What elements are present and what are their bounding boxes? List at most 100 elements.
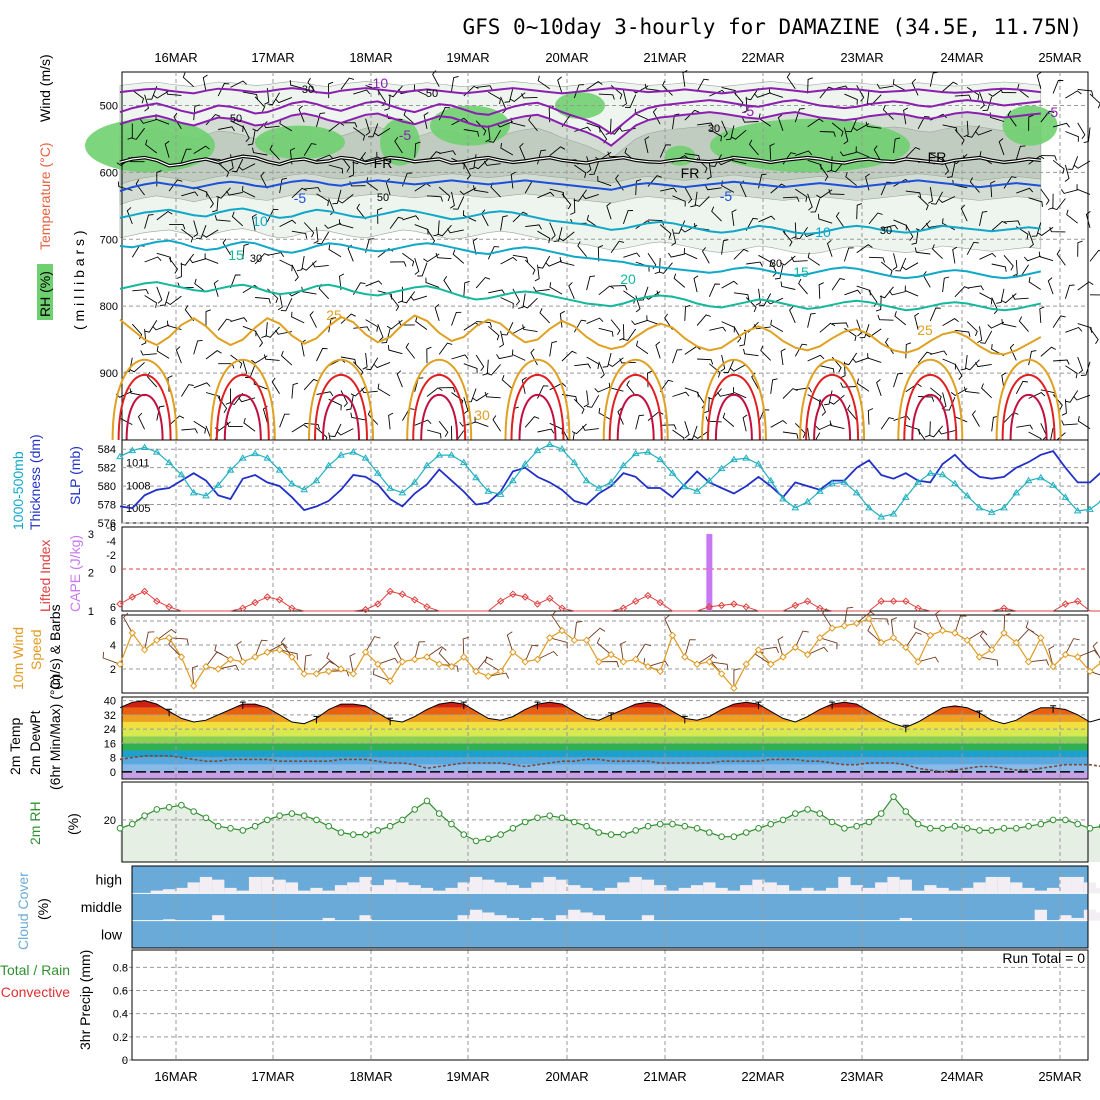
wind-barb [1083, 127, 1091, 144]
wind-barb [882, 105, 894, 120]
wind-barb [193, 220, 199, 238]
wind-barb [557, 76, 563, 94]
warm-contour [1009, 394, 1048, 441]
wind-axis-label: Wind (m/s) [37, 54, 53, 122]
li-point [140, 587, 149, 596]
wind-barb [938, 196, 956, 203]
wind-barb [723, 359, 735, 373]
cloud-cell [654, 885, 667, 894]
wind-barb [991, 263, 1007, 272]
wind-speed-point [693, 660, 701, 668]
rh-green-patch [710, 118, 910, 173]
wind-barb [1015, 145, 1026, 160]
wind-barb [905, 424, 920, 435]
wind-speed-point [852, 619, 861, 628]
surface-wind-barb [935, 609, 944, 631]
cloud-cell [961, 887, 974, 894]
wind-barb [1016, 187, 1034, 194]
surface-wind-barb [890, 617, 897, 638]
wind-barb [779, 255, 796, 266]
thickness-tick: 584 [98, 444, 116, 456]
slp-point [705, 476, 714, 484]
wind-barb [831, 122, 844, 137]
temp-contour [119, 207, 1041, 235]
wind-barb [742, 96, 748, 114]
wind-barb [1061, 420, 1078, 426]
wind-barb [573, 398, 585, 414]
wind-barb [954, 329, 971, 337]
surface-wind-barb [279, 649, 298, 660]
wind-barb [230, 317, 248, 323]
cloud-cell [150, 890, 163, 894]
surface-wind-barb [551, 610, 563, 631]
wind-barb [684, 304, 691, 321]
rh-contour-label: 30 [770, 258, 782, 270]
cloud-row-label: low [101, 926, 123, 942]
wind-barb [1040, 346, 1057, 357]
wind-barb [876, 83, 894, 89]
wind-barb [638, 286, 649, 301]
slp-point [251, 449, 259, 457]
upper-air-panel: -10 -5 -5 -5 FR FR FR -5 -5 10 10 15 15 20 25 25 30 30 30 5… [85, 70, 1100, 450]
warm-contour [706, 373, 761, 441]
wind-barb [917, 195, 929, 211]
rh-point [804, 806, 811, 813]
li-tick: 6 [110, 602, 116, 614]
wind-barb [770, 419, 787, 428]
rh-point [706, 829, 713, 836]
wind-barb [687, 425, 698, 440]
wind-barb [181, 191, 199, 197]
wind-barb [770, 183, 787, 194]
wind-barb [697, 122, 714, 128]
wind-barb [830, 160, 845, 173]
thickness-tick: 580 [98, 481, 116, 493]
wind-barb [815, 423, 833, 431]
cloud-cell [1022, 887, 1035, 894]
wind-barb [559, 256, 575, 266]
wind-barb [205, 350, 222, 360]
li-point [877, 597, 885, 605]
li-point [730, 600, 738, 608]
surface-wind-barb [794, 630, 809, 648]
wind-barb [193, 104, 200, 121]
wind-barb [635, 414, 645, 430]
wind-barb [180, 148, 192, 163]
wind-barb [975, 362, 992, 368]
wind-barb [954, 363, 963, 380]
wind-barb [868, 290, 878, 307]
wind-barb [260, 171, 268, 189]
wind-barb [586, 317, 604, 325]
wind-barb [146, 85, 158, 100]
surface-wind-barb [807, 646, 829, 656]
wind-barb [132, 289, 149, 295]
minmax-marker [239, 701, 246, 710]
wind-barb [156, 286, 163, 304]
wind-barb [911, 229, 919, 245]
wind-barb [568, 282, 575, 299]
wind-barb [558, 231, 575, 242]
temp-band [122, 729, 1088, 737]
wind-barb [561, 350, 577, 362]
wind-barb [518, 293, 526, 309]
cloud-cell [629, 876, 642, 894]
li-point [631, 597, 640, 605]
wind-barb [1048, 193, 1054, 210]
wind-barb [524, 416, 540, 428]
slp-point [410, 478, 419, 485]
wind-barb [619, 324, 625, 341]
wind-barb [365, 319, 379, 332]
wind-barb [684, 186, 693, 204]
wind-barb [230, 354, 243, 369]
wind-barb [855, 146, 870, 158]
wind-barb [701, 247, 710, 264]
wind-barb [328, 244, 342, 258]
date-label-top: 25MAR [1038, 50, 1081, 65]
wind-barb [417, 262, 428, 277]
minmax-marker [313, 715, 320, 724]
surface-wind-barb [316, 660, 335, 675]
cloud-cell [1071, 917, 1084, 921]
wind-barb [377, 207, 383, 224]
surface-wind-barb [1089, 670, 1100, 676]
rh-point [693, 825, 701, 832]
cloud-cell [592, 890, 605, 894]
